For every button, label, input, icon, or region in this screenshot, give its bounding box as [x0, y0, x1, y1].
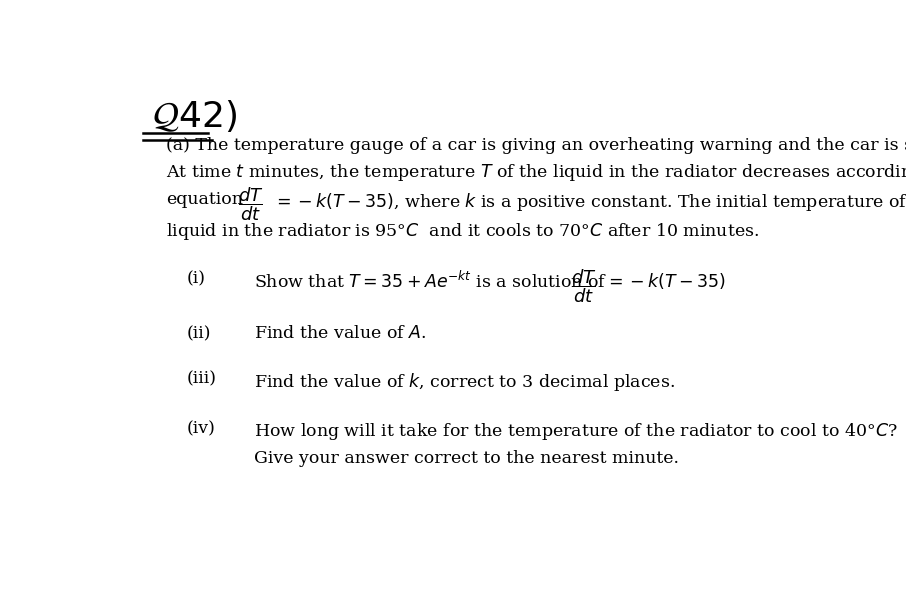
Text: liquid in the radiator is 95°$C$  and it cools to 70°$C$ after 10 minutes.: liquid in the radiator is 95°$C$ and it … — [166, 221, 759, 242]
Text: $= -k(T-35)$, where $k$ is a positive constant. The initial temperature of the: $= -k(T-35)$, where $k$ is a positive co… — [274, 191, 906, 213]
Text: (iii): (iii) — [187, 371, 217, 388]
Text: $= -k(T-35)$: $= -k(T-35)$ — [604, 271, 726, 291]
Text: $\mathcal{Q}$$42)$: $\mathcal{Q}$$42)$ — [152, 98, 237, 134]
Text: (i): (i) — [187, 271, 206, 288]
Text: $\dfrac{dT}{dt}$: $\dfrac{dT}{dt}$ — [238, 185, 264, 223]
Text: $\dfrac{dT}{dt}$: $\dfrac{dT}{dt}$ — [571, 267, 597, 304]
Text: (a) The temperature gauge of a car is giving an overheating warning and the car : (a) The temperature gauge of a car is gi… — [166, 137, 906, 153]
Text: (iv): (iv) — [187, 421, 216, 438]
Text: At time $t$ minutes, the temperature $T$ of the liquid in the radiator decreases: At time $t$ minutes, the temperature $T$… — [166, 162, 906, 183]
Text: (ii): (ii) — [187, 325, 211, 342]
Text: equation: equation — [166, 191, 243, 208]
Text: Show that $T = 35 + Ae^{-kt}$ is a solution of: Show that $T = 35 + Ae^{-kt}$ is a solut… — [254, 271, 607, 292]
Text: Find the value of $k$, correct to 3 decimal places.: Find the value of $k$, correct to 3 deci… — [254, 371, 675, 392]
Text: Give your answer correct to the nearest minute.: Give your answer correct to the nearest … — [254, 450, 679, 467]
Text: Find the value of $A$.: Find the value of $A$. — [254, 325, 426, 342]
Text: How long will it take for the temperature of the radiator to cool to 40°$C$?: How long will it take for the temperatur… — [254, 421, 898, 441]
